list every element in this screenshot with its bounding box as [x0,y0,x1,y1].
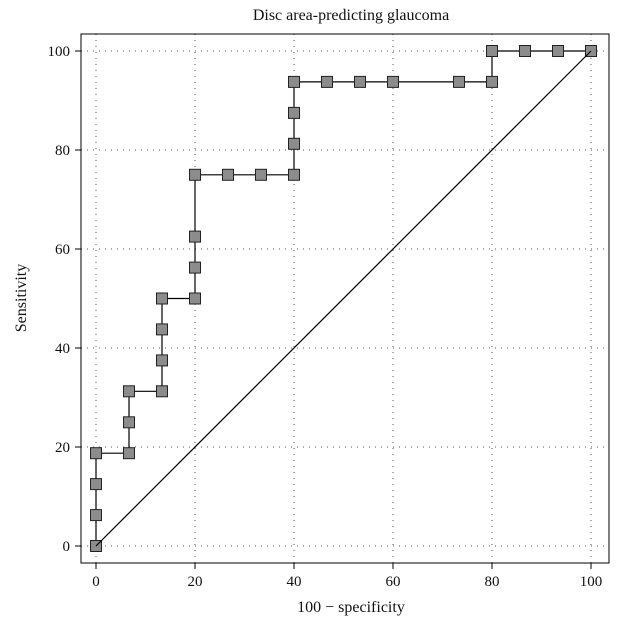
y-tick-label: 100 [48,44,71,60]
roc-point-marker [288,137,300,150]
roc-point-marker [156,323,168,336]
x-tick-label: 60 [386,574,401,590]
roc-point-marker [288,106,300,119]
roc-point-marker [123,385,135,398]
roc-point-marker [255,168,267,181]
x-tick-label: 0 [92,574,100,590]
roc-point-marker [354,75,366,88]
chart-title: Disc area-predicting glaucoma [253,7,449,24]
roc-point-marker [189,168,201,181]
x-axis-label: 100 − specificity [297,599,405,616]
plot-frame [80,33,610,564]
y-tick-label: 60 [55,242,70,258]
x-tick-label: 40 [287,574,302,590]
series-layer [90,45,597,552]
roc-point-marker [453,75,465,88]
reference-diagonal-line [95,50,592,547]
roc-point-marker [189,230,201,243]
x-tick-label: 80 [485,574,500,590]
roc-point-marker [288,168,300,181]
roc-point-marker [288,75,300,88]
roc-point-marker [156,354,168,367]
roc-point-marker [519,45,531,57]
roc-point-marker [189,292,201,305]
y-tick-label: 40 [55,341,70,357]
roc-point-marker [90,509,102,522]
roc-point-marker [486,45,498,57]
y-tick-label: 0 [63,539,71,555]
y-tick-label: 80 [55,143,70,159]
y-tick-label: 20 [55,440,70,456]
y-axis-label: Sensitivity [13,264,30,332]
x-tick-label: 100 [580,574,603,590]
y-tick-labels: 0 20 40 60 80 100 [48,44,71,555]
x-tick-label: 20 [188,574,203,590]
roc-point-marker [123,447,135,460]
axis-ticks [75,50,592,569]
x-tick-labels: 0 20 40 60 80 100 [92,574,602,590]
roc-point-marker [321,75,333,88]
roc-point-marker [123,416,135,429]
roc-point-marker [156,385,168,398]
roc-point-marker [189,261,201,274]
roc-point-marker [90,478,102,491]
roc-point-marker [156,292,168,305]
roc-point-marker [486,75,498,88]
roc-point-marker [387,75,399,88]
roc-point-marker [222,168,234,181]
roc-point-marker [90,447,102,460]
roc-point-marker [552,45,564,57]
